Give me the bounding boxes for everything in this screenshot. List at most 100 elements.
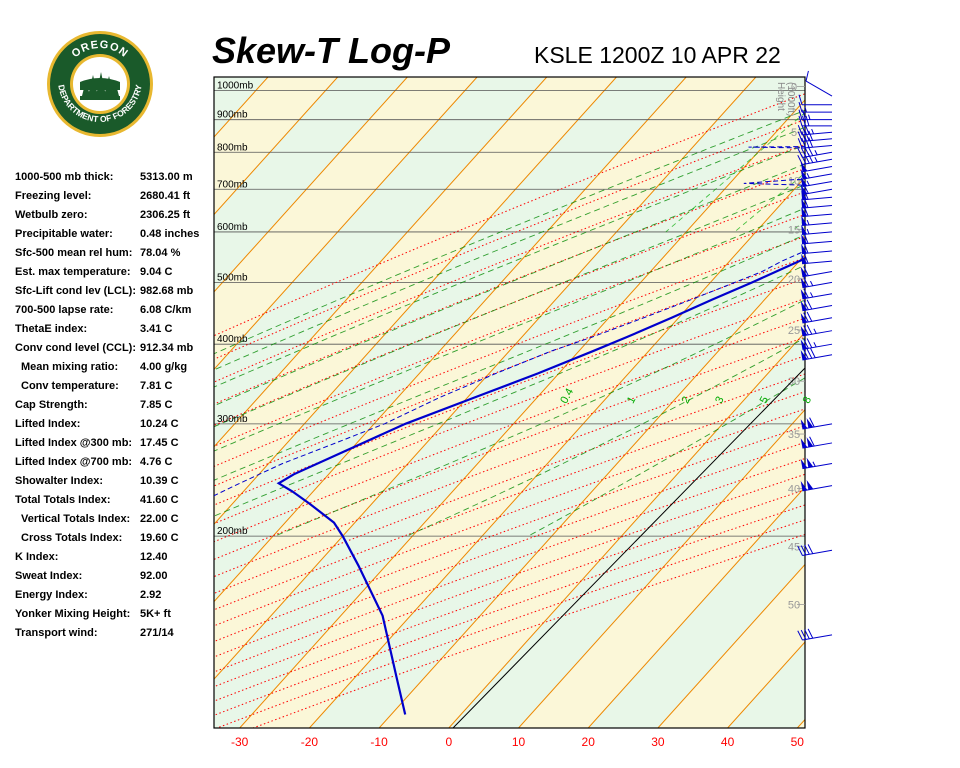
wind-barb-pennant [800,169,808,180]
wind-barb-pennant [801,206,808,217]
pressure-label: 600mb [217,222,248,233]
index-row: Sfc-Lift cond lev (LCL): 982.68 mb [15,282,210,301]
isotherm [0,77,198,728]
index-row: Conv cond level (CCL): 912.34 mb [15,339,210,358]
height-tick-label: 30 [788,376,800,388]
index-label: Showalter Index: [15,475,104,487]
wind-barb-pennant [800,313,808,324]
wind-barb [800,324,833,337]
index-value: 6.08 C/km [140,304,192,316]
index-label: 1000-500 mb thick: [15,171,114,183]
wind-barb-pennant [800,266,808,277]
height-tick-label: 10 [788,176,800,188]
wind-barb-flag [806,348,813,359]
index-value: 3.41 C [140,323,173,335]
wind-barb-shaft [802,462,833,470]
moist-adiabat [527,377,805,537]
wind-barb-half-flag [813,328,817,334]
index-value: 4.76 C [140,456,173,468]
x-tick-label: 10 [512,735,526,749]
index-value: 17.45 C [140,437,179,449]
wind-barb-flag [801,137,807,148]
index-value: 5K+ ft [140,608,171,620]
wind-barb-pennant [800,176,808,187]
wind-barb-flag [804,544,810,555]
wind-barb [801,233,833,245]
wind-barb-half-flag [810,292,814,298]
wind-barb-pennant [806,479,814,490]
height-axis-title: Height [775,82,786,111]
wind-barb-pennant [800,326,808,336]
index-label: K Index: [15,551,59,563]
x-tick-label: 40 [721,735,735,749]
plot-area [0,77,960,728]
wind-barb-shaft [802,222,833,226]
wind-barb-pennant [800,458,808,469]
wind-barb-pennant [806,437,814,448]
index-row: Vertical Totals Index: 22.00 C [15,510,210,529]
index-value: 2306.25 ft [140,209,191,221]
moist-adiabat [214,234,805,481]
index-label: Sweat Index: [15,570,83,582]
wind-barb-pennant [801,243,808,254]
x-tick-label: 30 [651,735,665,749]
index-row: Conv temperature: 7.81 C [15,377,210,396]
wind-barb-flag [798,94,803,105]
mixing-ratio-line [734,172,805,233]
x-tick-label: -10 [370,735,388,749]
wind-barb-shaft [802,144,833,149]
index-label: Lifted Index @300 mb: [15,437,133,449]
wind-barb-half-flag [810,280,814,287]
parcel-trace [840,95,960,232]
index-label: Wetbulb zero: [15,209,88,221]
index-value: 10.24 C [140,418,179,430]
mixing-ratio-line [872,77,960,232]
wind-barb-shaft [802,213,833,218]
index-label: Lifted Index: [15,418,81,430]
index-row: Sfc-500 mean rel hum: 78.04 % [15,244,210,263]
index-label: Sfc-500 mean rel hum: [15,247,133,259]
wind-barb-shaft [805,80,833,97]
moist-adiabat [214,184,805,428]
index-label: Yonker Mixing Height: [15,608,131,620]
wind-barb-flag [797,124,803,136]
index-label: Vertical Totals Index: [21,513,131,525]
chart-title: Skew-T Log-P [212,30,451,71]
wind-barb-flag [802,109,806,120]
wind-barb-pennant [801,198,808,209]
wind-barb-flag [806,324,813,335]
wind-barb-pennant [806,418,814,429]
plot-frame [213,76,806,729]
mixing-ratio-label: 3 [713,395,726,406]
x-tick-label: -30 [231,735,249,749]
isotherm [657,563,805,728]
wind-barb-flag [806,299,813,310]
index-label: 700-500 lapse rate: [15,304,114,316]
pressure-label: 700mb [217,179,248,190]
wind-barb-pennant [800,339,808,350]
index-label: Conv cond level (CCL): [15,342,137,354]
wind-barb [800,338,833,350]
wind-barb-flag [809,436,815,447]
wind-barb-shaft [802,250,833,255]
wind-barb-pennant [800,161,808,172]
isotherm [309,176,805,728]
wind-barb-flag [807,153,814,163]
index-row: Lifted Index @300 mb: 17.45 C [15,434,210,453]
wind-barb [797,130,833,142]
wind-barb-pennant [806,457,814,468]
index-label: Mean mixing ratio: [21,361,119,373]
mixing-ratio-line [790,219,805,233]
wind-barb-flag [805,115,810,127]
dry-adiabat [214,93,805,337]
isotherm [214,77,478,371]
index-label: Transport wind: [15,627,98,639]
wind-barb-flag [797,154,803,165]
wind-barb-half-flag [814,157,818,163]
index-label: Cross Totals Index: [21,532,123,544]
index-value: 2680.41 ft [140,190,191,202]
dry-adiabat [214,257,805,487]
index-value: 5313.00 m [140,171,193,183]
index-row: Lifted Index @700 mb: 4.76 C [15,453,210,472]
